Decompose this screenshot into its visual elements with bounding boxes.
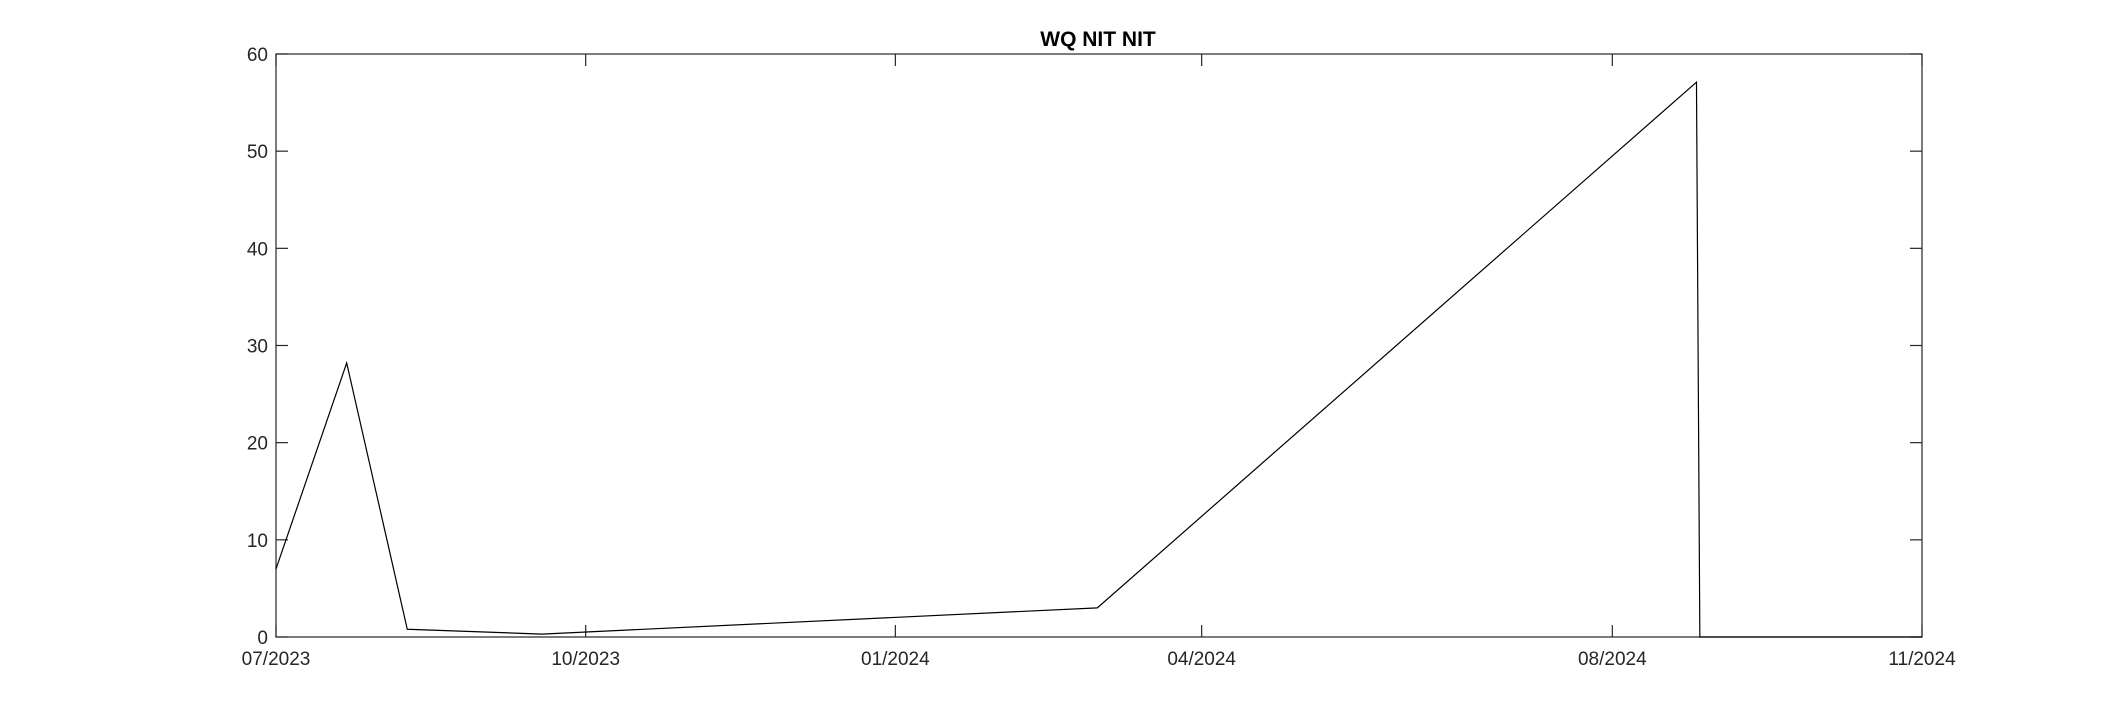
plot-area-frame	[275, 53, 1923, 638]
x-tick-label: 01/2024	[861, 649, 930, 670]
axis-tick-labels: 07/2023 10/2023 01/2024 04/2024 08/2024 11/20…	[242, 45, 1956, 670]
x-tick-label: 08/2024	[1578, 649, 1647, 670]
y-tick-label: 30	[247, 337, 268, 358]
y-tick-label: 0	[257, 628, 268, 649]
x-tick-label: 04/2024	[1167, 649, 1236, 670]
y-tick-label: 60	[247, 45, 268, 66]
x-tick-label: 07/2023	[242, 649, 311, 670]
y-tick-label: 20	[247, 434, 268, 455]
y-tick-label: 40	[247, 239, 268, 260]
y-tick-label: 10	[247, 531, 268, 552]
x-tick-label: 10/2023	[551, 649, 620, 670]
series-lines	[275, 80, 1922, 638]
axis-ticks	[275, 53, 1923, 638]
chart-title: WQ NIT NIT	[1040, 28, 1156, 51]
x-tick-label: 11/2024	[1888, 649, 1956, 670]
y-tick-label: 50	[247, 142, 268, 163]
series-line-0	[275, 80, 1922, 638]
